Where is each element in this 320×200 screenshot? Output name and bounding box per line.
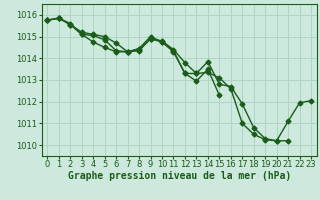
- X-axis label: Graphe pression niveau de la mer (hPa): Graphe pression niveau de la mer (hPa): [68, 171, 291, 181]
